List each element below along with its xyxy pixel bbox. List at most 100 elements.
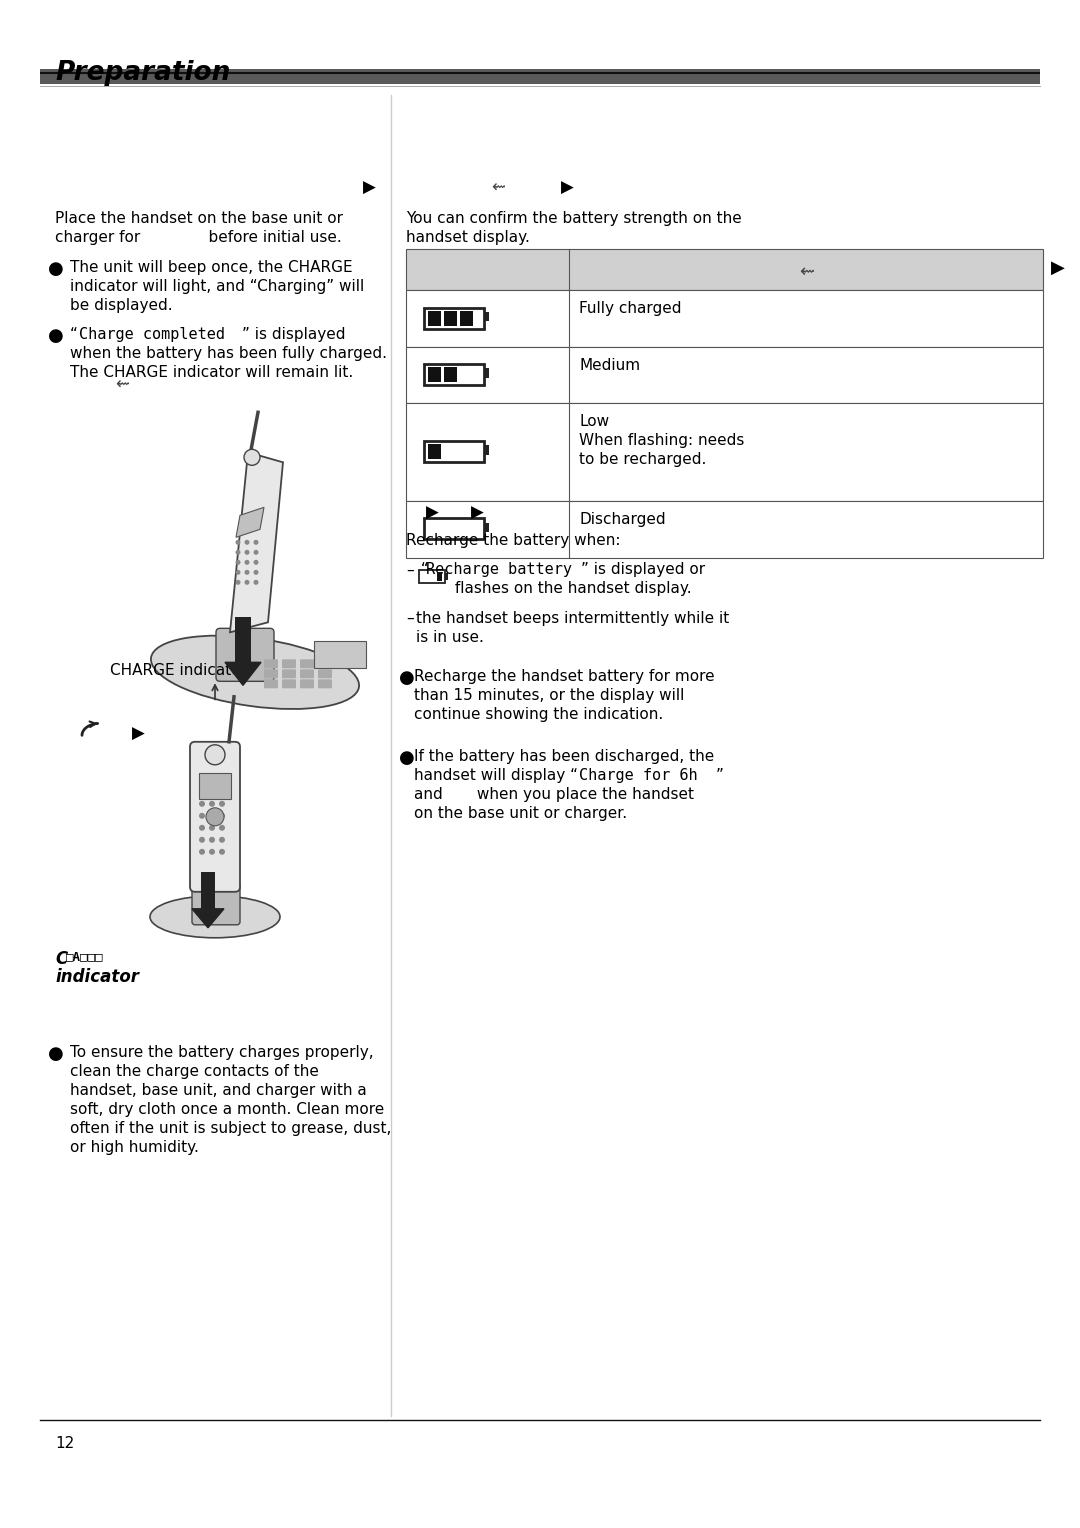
FancyBboxPatch shape: [424, 307, 484, 329]
FancyBboxPatch shape: [484, 523, 489, 532]
Circle shape: [210, 801, 215, 807]
Text: C: C: [55, 950, 67, 969]
Text: often if the unit is subject to grease, dust,: often if the unit is subject to grease, …: [70, 1122, 391, 1137]
FancyBboxPatch shape: [282, 669, 296, 678]
Text: ▶: ▶: [363, 179, 376, 197]
FancyBboxPatch shape: [318, 680, 332, 688]
FancyBboxPatch shape: [406, 347, 1043, 403]
Text: Recharge the battery when:: Recharge the battery when:: [406, 533, 620, 549]
FancyBboxPatch shape: [282, 680, 296, 688]
FancyBboxPatch shape: [484, 368, 489, 377]
Circle shape: [254, 579, 258, 585]
FancyBboxPatch shape: [444, 367, 457, 382]
Ellipse shape: [151, 636, 359, 709]
Circle shape: [219, 813, 225, 819]
FancyBboxPatch shape: [318, 659, 332, 668]
Circle shape: [244, 559, 249, 565]
FancyBboxPatch shape: [437, 573, 442, 581]
FancyBboxPatch shape: [428, 367, 441, 382]
FancyBboxPatch shape: [424, 364, 484, 385]
FancyBboxPatch shape: [484, 312, 489, 321]
FancyBboxPatch shape: [406, 249, 1043, 290]
FancyBboxPatch shape: [428, 445, 441, 460]
Circle shape: [244, 570, 249, 575]
Text: To ensure the battery charges properly,: To ensure the battery charges properly,: [70, 1045, 374, 1060]
Circle shape: [235, 559, 241, 565]
Text: Charge for 6h: Charge for 6h: [579, 767, 698, 782]
FancyBboxPatch shape: [300, 680, 314, 688]
FancyBboxPatch shape: [445, 573, 448, 581]
Circle shape: [205, 744, 225, 766]
Text: ●: ●: [48, 260, 64, 278]
Circle shape: [199, 848, 205, 854]
Ellipse shape: [150, 895, 280, 938]
Circle shape: [235, 579, 241, 585]
Circle shape: [210, 837, 215, 843]
Text: Recharge battery: Recharge battery: [426, 562, 572, 578]
Circle shape: [199, 825, 205, 831]
Text: or high humidity.: or high humidity.: [70, 1140, 199, 1155]
Polygon shape: [192, 909, 224, 927]
Text: When flashing: needs: When flashing: needs: [579, 434, 744, 448]
Text: charger for              before initial use.: charger for before initial use.: [55, 229, 341, 244]
Text: ●: ●: [399, 669, 415, 688]
FancyBboxPatch shape: [424, 442, 484, 463]
FancyBboxPatch shape: [264, 659, 278, 668]
FancyBboxPatch shape: [201, 872, 215, 912]
FancyBboxPatch shape: [264, 680, 278, 688]
Circle shape: [244, 579, 249, 585]
Text: ” is displayed or: ” is displayed or: [581, 562, 705, 578]
FancyBboxPatch shape: [192, 883, 240, 924]
Text: ▶: ▶: [1051, 260, 1065, 277]
Text: handset display.: handset display.: [406, 229, 530, 244]
Text: Medium: Medium: [579, 358, 640, 373]
Text: ⇜: ⇜: [491, 179, 504, 197]
Text: –: –: [406, 562, 414, 578]
Text: ” is displayed: ” is displayed: [242, 327, 346, 342]
Text: Charge completed: Charge completed: [79, 327, 225, 342]
Circle shape: [206, 808, 224, 825]
Text: ▶: ▶: [561, 179, 573, 197]
Circle shape: [210, 813, 215, 819]
Text: ▶: ▶: [132, 726, 145, 743]
Text: is in use.: is in use.: [416, 630, 484, 645]
FancyBboxPatch shape: [190, 741, 240, 892]
Circle shape: [199, 801, 205, 807]
FancyBboxPatch shape: [318, 669, 332, 678]
FancyBboxPatch shape: [40, 69, 1040, 84]
Text: 12: 12: [55, 1436, 75, 1452]
FancyBboxPatch shape: [300, 659, 314, 668]
Text: ●: ●: [48, 327, 64, 345]
Text: ●: ●: [48, 1045, 64, 1063]
Text: “: “: [416, 562, 429, 578]
FancyBboxPatch shape: [428, 310, 441, 325]
Text: the handset beeps intermittently while it: the handset beeps intermittently while i…: [416, 611, 729, 626]
Circle shape: [254, 559, 258, 565]
Circle shape: [199, 813, 205, 819]
Text: –: –: [406, 611, 414, 626]
FancyBboxPatch shape: [282, 659, 296, 668]
Polygon shape: [237, 507, 264, 538]
Text: The CHARGE indicator will remain lit.: The CHARGE indicator will remain lit.: [70, 365, 353, 380]
Text: CHARGE indicator: CHARGE indicator: [110, 663, 247, 678]
Text: when the battery has been fully charged.: when the battery has been fully charged.: [70, 345, 387, 361]
FancyBboxPatch shape: [460, 310, 473, 325]
Circle shape: [219, 801, 225, 807]
Circle shape: [254, 570, 258, 575]
Text: on the base unit or charger.: on the base unit or charger.: [414, 805, 627, 821]
Circle shape: [244, 449, 260, 466]
Text: ⇜: ⇜: [114, 376, 129, 394]
Text: soft, dry cloth once a month. Clean more: soft, dry cloth once a month. Clean more: [70, 1102, 384, 1117]
Circle shape: [254, 550, 258, 555]
Text: ⇜: ⇜: [798, 263, 814, 281]
Text: Place the handset on the base unit or: Place the handset on the base unit or: [55, 211, 343, 226]
Text: You can confirm the battery strength on the: You can confirm the battery strength on …: [406, 211, 742, 226]
FancyBboxPatch shape: [406, 403, 1043, 501]
Text: Recharge the handset battery for more: Recharge the handset battery for more: [414, 669, 715, 685]
Circle shape: [219, 837, 225, 843]
Text: Discharged: Discharged: [579, 512, 665, 527]
FancyBboxPatch shape: [216, 628, 274, 681]
Text: flashes on the handset display.: flashes on the handset display.: [450, 581, 691, 596]
Text: Fully charged: Fully charged: [579, 301, 681, 316]
Circle shape: [199, 837, 205, 843]
